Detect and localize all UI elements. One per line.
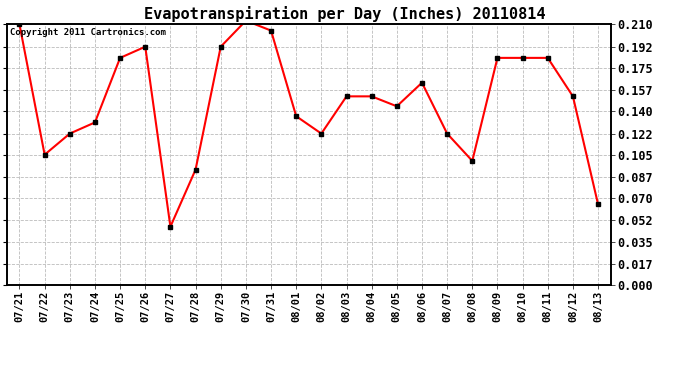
Text: Copyright 2011 Cartronics.com: Copyright 2011 Cartronics.com: [10, 28, 166, 37]
Text: Evapotranspiration per Day (Inches) 20110814: Evapotranspiration per Day (Inches) 2011…: [144, 6, 546, 22]
